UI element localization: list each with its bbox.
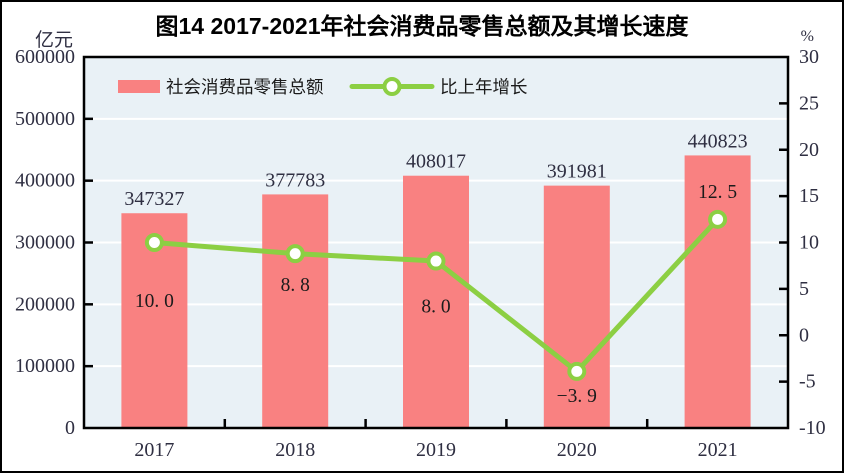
retail-total-bar [684, 155, 751, 428]
y-axis-label-left: 300000 [15, 232, 75, 254]
x-axis-label: 2021 [698, 439, 738, 461]
legend-line-label: 比上年增长 [440, 77, 528, 97]
y-axis-label-right: 30 [799, 46, 819, 68]
growth-line-marker [567, 361, 587, 381]
growth-line-marker [426, 251, 446, 271]
y-axis-label-left: 200000 [15, 293, 75, 315]
bar-value-label: 347327 [124, 188, 184, 210]
growth-line-marker [285, 244, 305, 264]
growth-value-label: 10. 0 [135, 291, 174, 312]
retail-total-bar [262, 194, 329, 428]
x-axis-label: 2018 [275, 439, 315, 461]
growth-line-marker [144, 233, 164, 252]
y-axis-label-left: 500000 [15, 108, 75, 130]
retail-total-bar [543, 185, 610, 428]
y-axis-label-right: -5 [799, 371, 816, 393]
growth-value-label: 12. 5 [698, 182, 737, 203]
bar-value-label: 377783 [265, 169, 325, 191]
y-axis-label-left: 100000 [15, 355, 75, 377]
y-axis-label-left: 600000 [15, 46, 75, 68]
bar-value-label: 440823 [688, 130, 748, 152]
left-axis-unit-label: 亿元 [35, 30, 74, 51]
x-axis-label: 2017 [134, 439, 174, 461]
y-axis-label-right: 0 [799, 324, 809, 346]
y-axis-label-right: 20 [799, 139, 819, 161]
legend-bar-label: 社会消费品零售总额 [166, 77, 324, 97]
legend-bar-swatch [118, 80, 160, 93]
growth-value-label: 8. 0 [421, 297, 450, 318]
y-axis-label-right: 15 [799, 185, 819, 207]
bar-value-label: 391981 [547, 161, 607, 183]
y-axis-label-right: 25 [799, 92, 819, 114]
retail-total-bar [403, 175, 469, 428]
growth-value-label: 8. 8 [281, 275, 310, 296]
x-axis-label: 2020 [557, 439, 597, 461]
right-axis-unit-label: % [800, 28, 814, 45]
x-axis-label: 2019 [416, 439, 456, 461]
growth-value-label: −3. 9 [557, 386, 597, 407]
y-axis-label-right: 5 [799, 278, 809, 300]
growth-line-marker [708, 209, 728, 229]
y-axis-label-right: 10 [799, 232, 819, 254]
chart-title: 图14 2017-2021年社会消费品零售总额及其增长速度 [155, 13, 689, 39]
bar-value-label: 408017 [406, 151, 466, 173]
y-axis-label-left: 400000 [15, 170, 75, 192]
legend-line-marker [382, 77, 402, 96]
y-axis-label-right: -10 [799, 417, 826, 439]
y-axis-label-left: 0 [65, 417, 75, 439]
